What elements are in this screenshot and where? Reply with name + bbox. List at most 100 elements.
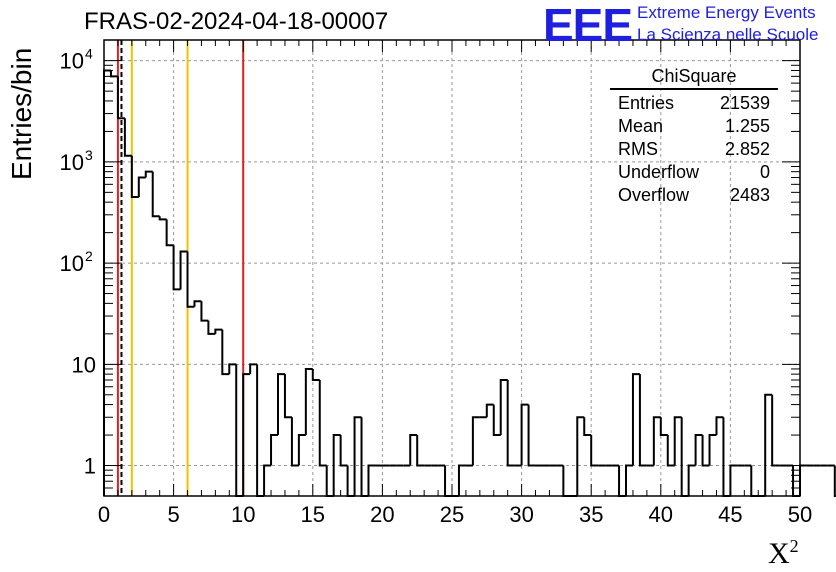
x-axis-label: X2 bbox=[768, 536, 799, 571]
histogram-bin bbox=[318, 379, 327, 467]
y-tick-label: 10 bbox=[60, 150, 84, 175]
histogram-bin bbox=[221, 329, 230, 376]
x-tick-label: 35 bbox=[579, 502, 603, 527]
histogram-bin bbox=[311, 368, 320, 381]
stats-value: 0 bbox=[759, 162, 770, 182]
histogram-bin bbox=[666, 435, 675, 467]
stats-row-mean: Mean 1.255 bbox=[610, 115, 778, 138]
histogram-bin bbox=[485, 403, 494, 418]
histogram-bin bbox=[444, 465, 452, 497]
x-tick-label: 40 bbox=[649, 502, 673, 527]
logo-caption-1: Extreme Energy Events bbox=[637, 3, 816, 22]
histogram-bin bbox=[270, 434, 278, 466]
chart-title: FRAS-02-2024-04-18-00007 bbox=[84, 8, 389, 35]
logo-caption-2: La Scienza nelle Scuole bbox=[637, 25, 819, 44]
histogram-bin bbox=[235, 364, 244, 497]
histogram-bin bbox=[680, 417, 689, 497]
x-tick-label: 20 bbox=[370, 502, 394, 527]
y-axis-label: Entries/bin bbox=[6, 47, 37, 180]
x-tick-label: 25 bbox=[440, 502, 464, 527]
y-tick-exponent: 3 bbox=[85, 147, 93, 163]
histogram-bin bbox=[158, 216, 167, 221]
histogram-bin bbox=[687, 464, 696, 496]
histogram-bin bbox=[583, 417, 592, 437]
x-tick-label: 45 bbox=[718, 502, 742, 527]
histogram-bin bbox=[499, 378, 508, 436]
histogram-bin bbox=[207, 320, 216, 335]
histogram-bin bbox=[506, 379, 515, 467]
histogram-bin bbox=[200, 301, 209, 322]
histogram-bin bbox=[228, 363, 237, 375]
histogram-bin bbox=[116, 76, 125, 120]
histogram-bin bbox=[360, 417, 369, 497]
histogram-bin bbox=[659, 417, 668, 437]
y-tick-label: 10 bbox=[60, 49, 84, 74]
histogram-bin bbox=[457, 464, 466, 496]
y-tick-label: 1 bbox=[84, 454, 96, 479]
histogram-bin bbox=[631, 373, 640, 466]
histogram-bin bbox=[325, 465, 334, 497]
histogram-bin bbox=[764, 393, 773, 496]
histogram-bin bbox=[137, 176, 146, 197]
stats-label: Underflow bbox=[618, 162, 700, 182]
histogram-bin bbox=[833, 465, 836, 497]
histogram-bin bbox=[304, 367, 313, 436]
y-tick-label: 10 bbox=[60, 251, 84, 276]
histogram-bin bbox=[277, 373, 285, 436]
histogram-bin bbox=[151, 171, 160, 218]
histogram-bin bbox=[103, 69, 111, 496]
histogram-outline bbox=[103, 69, 836, 497]
histogram-bin bbox=[492, 404, 501, 437]
histogram-bin bbox=[715, 416, 724, 436]
x-axis-symbol: X bbox=[768, 537, 790, 570]
stats-label: Mean bbox=[618, 116, 664, 136]
histogram-bin bbox=[297, 434, 306, 466]
histogram-bin bbox=[409, 434, 418, 466]
histogram-bin bbox=[172, 245, 181, 291]
histogram-bin bbox=[367, 464, 376, 496]
histogram-bin bbox=[562, 465, 571, 497]
y-tick-label: 10 bbox=[72, 352, 96, 377]
histogram-bin bbox=[729, 464, 738, 496]
stats-row-rms: RMS 2.852 bbox=[610, 138, 778, 161]
histogram-bin bbox=[694, 434, 703, 466]
histogram-bin bbox=[471, 416, 480, 466]
histogram-bin bbox=[283, 374, 292, 419]
histogram-bin bbox=[750, 465, 759, 497]
y-tick-exponent: 2 bbox=[85, 248, 93, 264]
stats-box: ChiSquare Entries 21539 Mean 1.255 RMS 2… bbox=[610, 66, 778, 207]
x-tick-label: 10 bbox=[231, 502, 255, 527]
histogram-bin bbox=[353, 416, 362, 496]
histogram-bin bbox=[123, 118, 132, 157]
histogram-bin bbox=[214, 328, 223, 334]
x-tick-label: 15 bbox=[301, 502, 325, 527]
histogram-bin bbox=[527, 404, 536, 467]
stats-row-overflow: Overflow 2483 bbox=[610, 184, 778, 207]
histogram-bin bbox=[290, 417, 299, 467]
stats-value: 21539 bbox=[719, 93, 770, 113]
axis-ticks bbox=[103, 40, 801, 496]
y-tick-exponent: 4 bbox=[85, 46, 93, 62]
x-tick-label: 0 bbox=[98, 502, 110, 527]
stats-label: Overflow bbox=[618, 185, 690, 205]
histogram-bin bbox=[165, 219, 174, 247]
histogram-bin bbox=[346, 465, 355, 497]
stats-label: Entries bbox=[618, 93, 675, 113]
histogram-bin bbox=[625, 464, 633, 496]
histogram-bin bbox=[701, 435, 710, 467]
histogram-bin bbox=[256, 364, 265, 497]
histogram-bin bbox=[193, 300, 202, 307]
stats-title: ChiSquare bbox=[610, 66, 778, 90]
eee-logo: EEE bbox=[543, 0, 633, 51]
histogram-bin bbox=[673, 416, 682, 466]
histogram-bin bbox=[249, 363, 258, 375]
histogram-bin bbox=[339, 435, 348, 467]
histogram-bin bbox=[618, 465, 626, 497]
histogram-bin bbox=[520, 403, 529, 466]
histogram-bin bbox=[590, 435, 599, 467]
x-axis-superscript: 2 bbox=[789, 536, 799, 556]
histogram-bin bbox=[332, 434, 341, 496]
histogram-bin bbox=[179, 250, 188, 290]
histogram-bin bbox=[263, 464, 272, 496]
